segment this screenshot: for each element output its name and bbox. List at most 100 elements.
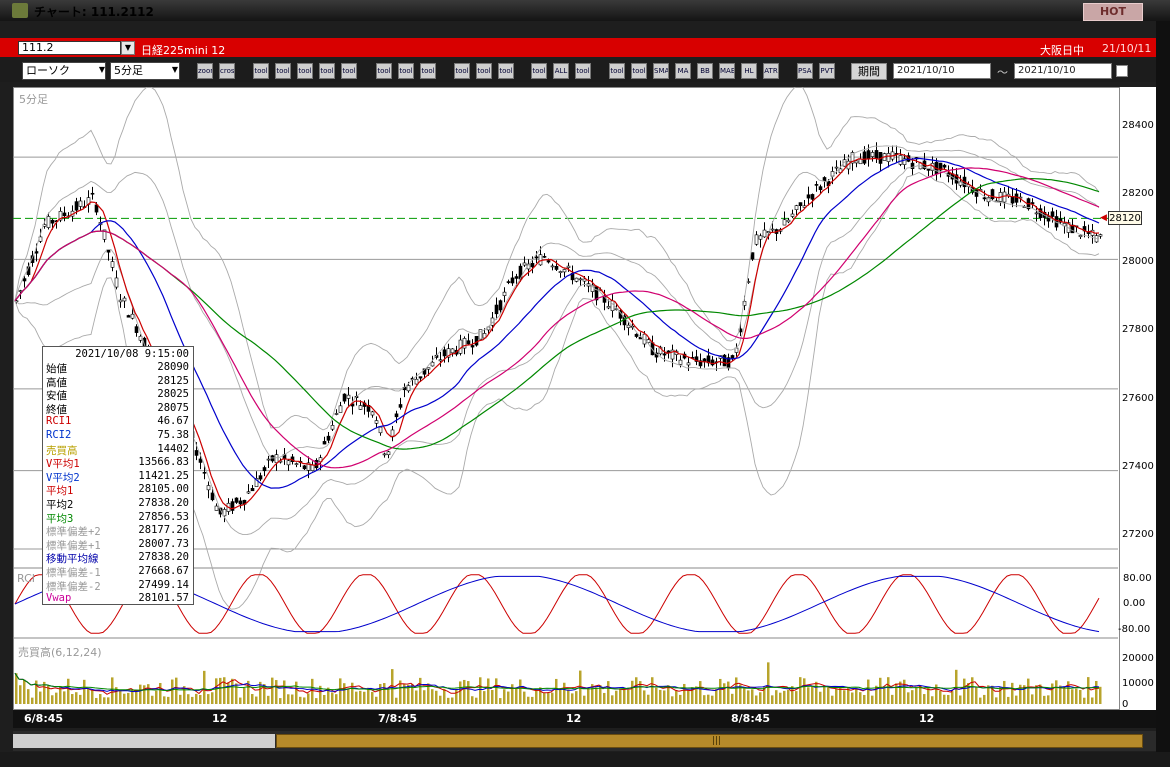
data-window-row: 売買高 14402 (43, 443, 193, 457)
volume-bar (123, 693, 126, 704)
volume-bar (339, 678, 342, 704)
volume-bar (387, 688, 390, 704)
toolbar-atr-button[interactable]: ATR (763, 63, 779, 79)
toolbar-hl-button[interactable]: HL (741, 63, 757, 79)
volume-bar (727, 681, 730, 704)
toolbar-mae-button[interactable]: MAE (719, 63, 735, 79)
candle-body (734, 347, 739, 353)
price-tick-label: 28400 (1122, 120, 1154, 131)
volume-bar (471, 696, 474, 704)
candle-body (866, 150, 871, 160)
rci-tick-label: -80.00 (1118, 624, 1151, 635)
volume-bar (311, 678, 314, 704)
toolbar-tool-button[interactable]: tool (454, 63, 470, 79)
data-window-value: 28007.73 (138, 537, 189, 550)
candle-body (1098, 234, 1103, 237)
volume-bar (695, 686, 698, 704)
volume-bar (375, 696, 378, 704)
volume-bar (491, 690, 494, 704)
volume-bar (615, 690, 618, 704)
volume-bar (623, 688, 626, 704)
volume-bar (251, 694, 254, 704)
date-to-field[interactable]: 2021/10/10 (1014, 63, 1112, 79)
candle-body (562, 269, 567, 273)
toolbar-tool-button[interactable]: tool (575, 63, 591, 79)
rci-long-line (14, 575, 1100, 633)
volume-bar (815, 681, 818, 704)
candle-body (550, 265, 555, 268)
option-checkbox[interactable] (1116, 65, 1128, 77)
volume-bar (171, 679, 174, 704)
candle-body (810, 194, 815, 200)
volume-bar (751, 689, 754, 704)
toolbar-pvt-button[interactable]: PVT (819, 63, 835, 79)
volume-bar (1059, 685, 1062, 704)
data-window-row: 安値 28025 (43, 388, 193, 402)
volume-tick-label: 0 (1122, 699, 1129, 710)
toolbar-ma-button[interactable]: MA (675, 63, 691, 79)
volume-bar (1079, 689, 1082, 704)
toolbar-tool-button[interactable]: tool (476, 63, 492, 79)
toolbar-tool-button[interactable]: tool (253, 63, 269, 79)
symbol-dropdown-button[interactable]: ▼ (121, 41, 135, 55)
toolbar-cross-button[interactable]: cross (219, 63, 235, 79)
symbol-input[interactable]: 111.2 (18, 41, 121, 55)
volume-bar (551, 692, 554, 704)
toolbar-tool-button[interactable]: tool (609, 63, 625, 79)
toolbar-tool-button[interactable]: tool (531, 63, 547, 79)
toolbar-tool-button[interactable]: tool (376, 63, 392, 79)
data-window-value: 27499.14 (138, 578, 189, 591)
volume-bar (203, 670, 206, 704)
candle-body (1034, 212, 1039, 215)
data-window-label: 移動平均線 (46, 553, 99, 566)
volume-bar (71, 694, 74, 704)
volume-bar (347, 688, 350, 704)
data-window-label: 終値 (46, 403, 67, 416)
long-ma-line (14, 177, 1100, 450)
toolbar-tool-button[interactable]: tool (297, 63, 313, 79)
date-from-field[interactable]: 2021/10/10 (893, 63, 991, 79)
toolbar-tool-button[interactable]: tool (420, 63, 436, 79)
scroll-overview[interactable] (13, 734, 275, 748)
chart-area[interactable] (13, 87, 1120, 710)
toolbar-sma-button[interactable]: SMA (653, 63, 669, 79)
toolbar-zoom-button[interactable]: zoom (197, 63, 213, 79)
volume-bar (559, 689, 562, 704)
hot-button[interactable]: HOT (1083, 3, 1143, 21)
toolbar-tool-button[interactable]: tool (275, 63, 291, 79)
interval-select[interactable]: 5分足 (110, 62, 180, 80)
volume-tick-label: 20000 (1122, 653, 1154, 664)
volume-bar (435, 690, 438, 704)
toolbar-tool-button[interactable]: tool (319, 63, 335, 79)
volume-bar (951, 691, 954, 704)
toolbar-bb-button[interactable]: BB (697, 63, 713, 79)
volume-bar (403, 683, 406, 704)
volume-bar (691, 687, 694, 704)
toolbar-tool-button[interactable]: tool (498, 63, 514, 79)
toolbar-all-button[interactable]: ALL (553, 63, 569, 79)
toolbar-tool-button[interactable]: tool (631, 63, 647, 79)
volume-bar (371, 691, 374, 704)
volume-bar (415, 690, 418, 704)
chart-type-select[interactable]: ローソク (22, 62, 106, 80)
price-tick-label: 27400 (1122, 461, 1154, 472)
volume-bar (779, 692, 782, 704)
data-window-value: 14402 (157, 442, 189, 455)
toolbar-tool-button[interactable]: tool (341, 63, 357, 79)
candle-body (118, 299, 123, 303)
candle-body (286, 460, 291, 466)
data-window-label: Vwap (46, 592, 72, 605)
volume-bar (707, 694, 710, 704)
candle-body (122, 297, 127, 302)
volume-bar (755, 695, 758, 704)
candle-body (378, 426, 383, 434)
toolbar-psar-button[interactable]: PSAR (797, 63, 813, 79)
period-button[interactable]: 期間 (851, 63, 887, 80)
volume-bar (747, 690, 750, 704)
scroll-thumb[interactable] (276, 734, 1143, 748)
data-window-label: 標準偏差+2 (46, 526, 101, 539)
time-tick-label: 6/8:45 (24, 712, 64, 725)
toolbar-tool-button[interactable]: tool (398, 63, 414, 79)
candle-body (1094, 235, 1099, 243)
volume-bar (207, 694, 210, 704)
